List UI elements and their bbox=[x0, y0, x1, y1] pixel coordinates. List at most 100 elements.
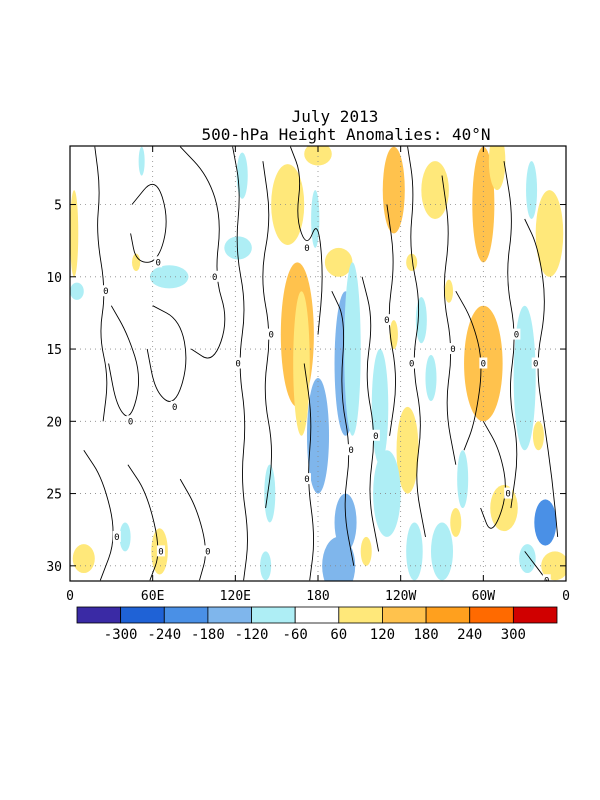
zero-contour-label: 0 bbox=[114, 533, 119, 543]
anomaly-region bbox=[450, 508, 462, 537]
zero-contour-line bbox=[289, 146, 323, 335]
anomaly-region bbox=[304, 146, 332, 166]
anomaly-region bbox=[444, 279, 454, 303]
anomaly-region bbox=[421, 161, 449, 219]
zero-contour-label: 0 bbox=[212, 273, 217, 283]
colorbar-swatch bbox=[425, 606, 471, 624]
chart-subtitle: 500-hPa Height Anomalies: 40°N bbox=[202, 125, 491, 144]
anomaly-region bbox=[70, 282, 84, 300]
zero-contours: 0 0 0 0 0 0 0 0 0 0 0 0 0 0 0 0 0 0 0 0 0 0 bbox=[83, 146, 559, 581]
colorbar-swatch bbox=[251, 606, 296, 624]
zero-contour-label: 0 bbox=[235, 360, 240, 370]
colorbar-label: 120 bbox=[370, 627, 395, 643]
contour-label-bg bbox=[170, 400, 179, 412]
contour-label-bg bbox=[479, 357, 488, 369]
contour-label-bg bbox=[112, 530, 121, 542]
zero-contour-label: 0 bbox=[450, 345, 455, 355]
zero-contour-label: 0 bbox=[172, 403, 177, 413]
anomaly-region bbox=[457, 450, 469, 509]
anomaly-region bbox=[138, 146, 145, 176]
zero-contour-label: 0 bbox=[514, 331, 519, 341]
zero-contour-line bbox=[108, 305, 139, 417]
x-tick-label: 0 bbox=[562, 589, 570, 604]
y-tick-label: 15 bbox=[46, 343, 62, 358]
anomaly-region bbox=[532, 421, 544, 451]
zero-contour-line bbox=[146, 305, 187, 402]
colorbar-swatch bbox=[120, 606, 165, 624]
contour-label-bg bbox=[504, 487, 513, 499]
zero-contour-line bbox=[480, 421, 506, 529]
zero-contour-label: 0 bbox=[481, 360, 486, 370]
anomaly-region bbox=[334, 493, 357, 552]
colorbar-swatch bbox=[512, 606, 558, 624]
x-tick-label: 120E bbox=[220, 589, 251, 604]
anomaly-region bbox=[149, 265, 189, 289]
anomaly-region bbox=[526, 161, 538, 219]
contour-label-bg bbox=[203, 545, 212, 557]
anomaly-region bbox=[535, 190, 564, 277]
zero-contour-line bbox=[303, 363, 315, 581]
y-tick-label: 30 bbox=[46, 560, 62, 575]
anomaly-region bbox=[488, 146, 506, 191]
anomaly-fills bbox=[70, 146, 566, 581]
zero-contour-line bbox=[179, 478, 206, 581]
zero-contour-label: 0 bbox=[409, 360, 414, 370]
contour-label-bg bbox=[267, 328, 276, 340]
anomaly-region bbox=[382, 146, 405, 234]
colorbar-label: -60 bbox=[283, 627, 308, 643]
anomaly-region bbox=[396, 406, 419, 494]
zero-contour-label: 0 bbox=[384, 316, 389, 326]
anomaly-region bbox=[541, 551, 566, 581]
zero-contour-label: 0 bbox=[533, 360, 538, 370]
contour-label-bg bbox=[156, 545, 165, 557]
x-tick-label: 120W bbox=[385, 589, 416, 604]
anomaly-region bbox=[132, 253, 141, 272]
anomaly-region bbox=[72, 544, 95, 574]
colorbar-swatch bbox=[76, 606, 122, 624]
colorbar-swatch bbox=[163, 606, 209, 624]
contour-label-bg bbox=[382, 314, 391, 326]
anomaly-region bbox=[430, 522, 454, 581]
x-tick-label: 0 bbox=[66, 589, 74, 604]
zero-contour-label: 0 bbox=[103, 287, 108, 297]
contour-label-bg bbox=[234, 357, 243, 369]
anomaly-region bbox=[324, 247, 353, 277]
anomaly-region bbox=[534, 499, 557, 546]
anomaly-region bbox=[472, 146, 495, 263]
zero-contour-line bbox=[386, 204, 396, 436]
contour-label-bg bbox=[542, 574, 551, 581]
anomaly-region bbox=[311, 190, 320, 248]
contour-label-bg bbox=[371, 429, 380, 441]
anomaly-region bbox=[406, 253, 418, 272]
colorbar-swatch bbox=[294, 606, 340, 624]
anomaly-region bbox=[119, 522, 131, 552]
colorbar-swatch bbox=[469, 606, 514, 624]
contour-label-bg bbox=[347, 444, 356, 456]
contour-label-bg bbox=[512, 328, 521, 340]
zero-contour-line bbox=[524, 218, 559, 537]
anomaly-region bbox=[406, 522, 423, 581]
zero-contour-label: 0 bbox=[205, 547, 210, 557]
anomaly-region bbox=[271, 164, 305, 245]
anomaly-region bbox=[306, 377, 330, 494]
y-tick-label: 25 bbox=[46, 488, 62, 503]
zero-contour-line bbox=[130, 183, 167, 263]
anomaly-region bbox=[519, 544, 536, 574]
colorbar-label: 180 bbox=[413, 627, 438, 643]
y-tick-label: 5 bbox=[54, 199, 62, 214]
contour-label-bg bbox=[302, 473, 311, 485]
zero-contour-line bbox=[232, 146, 248, 581]
contour-label-bg bbox=[154, 256, 163, 268]
zero-contour-label: 0 bbox=[128, 417, 133, 427]
anomaly-region bbox=[224, 236, 252, 260]
x-tick-label: 180 bbox=[306, 589, 329, 604]
zero-contour-line bbox=[94, 146, 108, 422]
contour-label-bg bbox=[449, 343, 458, 355]
colorbar-label: 240 bbox=[457, 627, 482, 643]
anomaly-region bbox=[322, 536, 356, 581]
zero-contour-label: 0 bbox=[348, 446, 353, 456]
contour-label-bg bbox=[101, 285, 110, 297]
anomaly-region bbox=[236, 152, 248, 199]
colorbar-label: 60 bbox=[330, 627, 347, 643]
anomaly-region bbox=[425, 354, 437, 402]
